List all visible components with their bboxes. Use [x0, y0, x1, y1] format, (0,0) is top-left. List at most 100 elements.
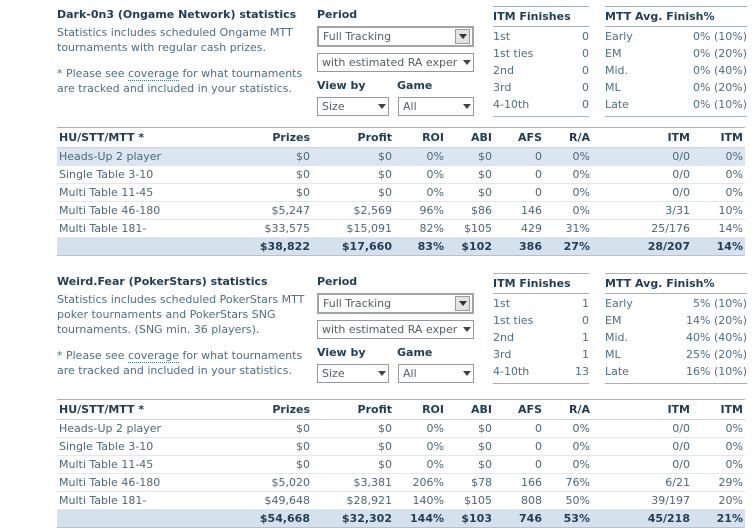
- column-header: ROI: [394, 399, 446, 420]
- total-cell: $17,660: [312, 237, 394, 256]
- section-title: Weird.Fear (PokerStars) statistics: [57, 275, 268, 288]
- cell-value: 14%: [692, 219, 745, 238]
- itm-finish-row-value: 0: [582, 314, 589, 327]
- itm-finish-row-label: 2nd: [493, 64, 514, 77]
- cell-value: 82%: [394, 219, 446, 238]
- itm-finish-row: 4-10th 13: [493, 363, 589, 380]
- note-prefix: * Please see: [57, 67, 128, 80]
- column-header: ROI: [394, 127, 446, 148]
- period-select[interactable]: Full Tracking: [317, 293, 474, 314]
- itm-finish-row-value: 1: [582, 348, 589, 361]
- itm-finish-row-value: 13: [575, 365, 589, 378]
- total-cell: 14%: [692, 237, 745, 256]
- cell-value: 0/0: [592, 147, 692, 166]
- mtt-avg-list: Early 0% (10%) EM 0% (20%) Mid. 0% (40%) ML 0% …: [605, 27, 747, 117]
- mtt-avg-row: Mid. 0% (40%): [605, 62, 747, 79]
- cell-value: 0%: [394, 455, 446, 474]
- total-cell: 53%: [544, 509, 592, 528]
- dropdown-arrow-icon: [463, 371, 471, 376]
- table-header-row: HU/STT/MTT * Prizes Profit ROI ABI AFS R/A ITM I…: [57, 127, 745, 148]
- table-header-row: HU/STT/MTT * Prizes Profit ROI ABI AFS R/A ITM I…: [57, 399, 745, 420]
- cell-value: $0: [227, 183, 312, 202]
- header-row: HU/STT/MTT * Prizes Profit ROI ABI AFS R/A ITM I…: [57, 127, 745, 148]
- mtt-avg-list: Early 5% (10%) EM 14% (20%) Mid. 40% (40%) ML 2…: [605, 294, 747, 384]
- cell-value: $3,381: [312, 473, 394, 492]
- cell-value: $0: [446, 165, 494, 184]
- mtt-avg-row-label: EM: [605, 47, 622, 60]
- coverage-note: * Please see coverage for what tournamen…: [57, 348, 309, 378]
- cell-value: $0: [227, 437, 312, 456]
- mtt-avg-header: MTT Avg. Finish%: [605, 273, 747, 294]
- view-by-value: Size: [322, 367, 345, 380]
- itm-finish-row: 2nd 0: [493, 62, 589, 79]
- itm-finish-row-label: 3rd: [493, 81, 512, 94]
- total-cell: 45/218: [592, 509, 692, 528]
- itm-finish-row: 1st 0: [493, 28, 589, 45]
- cell-value: 0%: [692, 455, 745, 474]
- itm-finish-row-label: 4-10th: [493, 98, 530, 111]
- cell-value: 39/197: [592, 491, 692, 510]
- cell-value: $0: [312, 419, 394, 438]
- cell-value: $0: [312, 165, 394, 184]
- section-info: Dark-0n3 (Ongame Network) statistics Sta…: [57, 6, 309, 107]
- itm-finishes-panel: ITM Finishes 1st 0 1st ties 0 2nd 0 3rd 0 4-10th…: [493, 6, 589, 117]
- game-select[interactable]: All: [398, 364, 474, 383]
- coverage-link[interactable]: coverage: [127, 349, 180, 363]
- total-cell: 21%: [692, 509, 745, 528]
- cell-value: $0: [227, 165, 312, 184]
- cell-value: $78: [446, 473, 494, 492]
- ra-expectation-select[interactable]: with estimated RA exper: [317, 53, 474, 72]
- view-by-select[interactable]: Size: [317, 364, 389, 383]
- game-select[interactable]: All: [398, 97, 474, 116]
- cell-value: $0: [312, 183, 394, 202]
- total-cell: 83%: [394, 237, 446, 256]
- cell-value: 0%: [544, 437, 592, 456]
- ra-expectation-select[interactable]: with estimated RA exper: [317, 320, 474, 339]
- cell-value: 0%: [394, 183, 446, 202]
- period-select[interactable]: Full Tracking: [317, 26, 474, 47]
- column-header: R/A: [544, 127, 592, 148]
- mtt-avg-row-label: Late: [605, 98, 629, 111]
- column-header: Profit: [312, 127, 394, 148]
- total-cell: [57, 509, 227, 528]
- section-title: Dark-0n3 (Ongame Network) statistics: [57, 8, 297, 21]
- dropdown-arrow-icon: [463, 327, 471, 332]
- period-label: Period: [317, 8, 358, 21]
- mtt-avg-panel: MTT Avg. Finish% Early 0% (10%) EM 0% (20%)…: [605, 6, 747, 117]
- view-by-value: Size: [322, 100, 345, 113]
- game-value: All: [403, 367, 417, 380]
- mtt-avg-row-label: ML: [605, 348, 621, 361]
- itm-finishes-header: ITM Finishes: [493, 273, 589, 294]
- itm-finish-row: 4-10th 0: [493, 96, 589, 113]
- itm-finishes-list: 1st 1 1st ties 0 2nd 1 3rd 1 4-10th 13: [493, 294, 589, 384]
- itm-finishes-panel: ITM Finishes 1st 1 1st ties 0 2nd 1 3rd 1 4-10th…: [493, 273, 589, 384]
- mtt-avg-row-value: 14% (20%): [686, 314, 747, 327]
- row-label: Multi Table 46-180: [57, 473, 227, 492]
- mtt-avg-row-label: EM: [605, 314, 622, 327]
- period-label: Period: [317, 275, 358, 288]
- cell-value: 0%: [394, 437, 446, 456]
- mtt-avg-row-value: 25% (20%): [686, 348, 747, 361]
- row-label: Multi Table 11-45: [57, 183, 227, 202]
- view-by-select[interactable]: Size: [317, 97, 389, 116]
- table-row: Multi Table 46-180 $5,247 $2,569 96% $86 146 0…: [57, 201, 745, 220]
- coverage-link[interactable]: coverage: [127, 67, 180, 81]
- column-header: Profit: [312, 399, 394, 420]
- mtt-avg-row-value: 0% (20%): [693, 81, 747, 94]
- row-label: Multi Table 181-: [57, 219, 227, 238]
- cell-value: $33,575: [227, 219, 312, 238]
- total-cell: $102: [446, 237, 494, 256]
- cell-value: 0%: [544, 201, 592, 220]
- table-row: Single Table 3-10 $0 $0 0% $0 0 0% 0/0 0%: [57, 437, 745, 456]
- stats-section-pokerstars: Weird.Fear (PokerStars) statistics Stati…: [0, 267, 752, 528]
- cell-value: 0%: [692, 147, 745, 166]
- cell-value: 0: [494, 419, 544, 438]
- mtt-avg-row: Early 5% (10%): [605, 295, 747, 312]
- mtt-avg-row-value: 0% (10%): [693, 98, 747, 111]
- row-label: Single Table 3-10: [57, 437, 227, 456]
- cell-value: 96%: [394, 201, 446, 220]
- mtt-avg-row-label: Mid.: [605, 331, 629, 344]
- total-row: $38,822 $17,660 83% $102 386 27% 28/207 14%: [57, 237, 745, 256]
- total-row: $54,668 $32,302 144% $103 746 53% 45/218 21%: [57, 509, 745, 528]
- table-row: Multi Table 181- $49,648 $28,921 140% $105 80…: [57, 491, 745, 510]
